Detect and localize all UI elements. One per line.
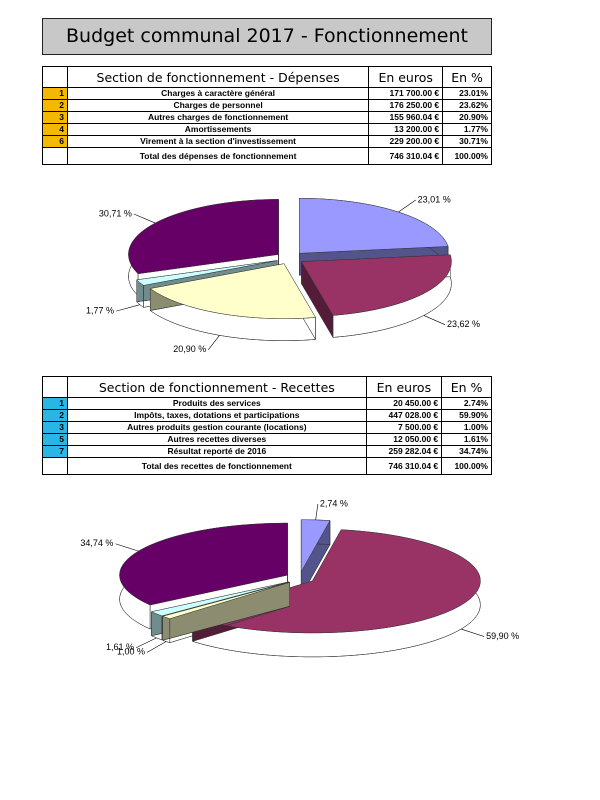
leader-line	[146, 641, 167, 653]
expenses-table: Section de fonctionnement - Dépenses En e…	[42, 66, 492, 165]
total-cell: 100.00%	[441, 457, 492, 475]
data-label: 1,00 %	[117, 647, 145, 657]
table-cell: 3	[42, 421, 68, 434]
total-cell: Total des dépenses de fonctionnement	[66, 147, 370, 165]
table-cell: 3	[42, 111, 68, 124]
leader-line	[315, 503, 319, 520]
header-row: Section de fonctionnement - Dépenses En e…	[42, 66, 492, 88]
total-cell: Total des recettes de fonctionnement	[67, 457, 367, 475]
data-label: 34,74 %	[80, 538, 113, 548]
header-cell: En %	[442, 66, 492, 88]
leader-line	[115, 543, 139, 552]
leader-line	[133, 213, 156, 224]
leader-line	[115, 304, 140, 312]
header-cell: En %	[441, 376, 492, 398]
table-cell	[42, 457, 68, 475]
total-row: Total des dépenses de fonctionnement 746 …	[42, 147, 492, 165]
table-row: 3 Autres charges de fonctionnement 155 960…	[42, 111, 492, 124]
leader-line	[423, 315, 446, 325]
table-cell: 6	[42, 135, 68, 148]
slice	[161, 582, 290, 619]
total-cell: 100.00%	[442, 147, 492, 165]
leader-line	[135, 637, 157, 648]
total-cell: 746 310.04 €	[368, 147, 444, 165]
header-cell: Section de fonctionnement - Recettes	[67, 376, 367, 398]
total-row: Total des recettes de fonctionnement 746 …	[42, 457, 492, 475]
slice-side	[161, 581, 290, 644]
table-row: 7 Résultat reporté de 2016 259 282.04 €34.…	[42, 445, 492, 458]
slice	[149, 263, 316, 319]
slice	[299, 198, 449, 254]
leader-line	[461, 628, 485, 637]
slice	[300, 254, 452, 316]
leader-line	[398, 199, 416, 213]
data-label: 59,90 %	[486, 631, 519, 641]
data-label: 23,62 %	[447, 319, 480, 329]
data-label: 23,01 %	[418, 194, 451, 204]
data-label: 30,71 %	[99, 208, 132, 218]
slice	[136, 260, 278, 286]
slice	[128, 199, 279, 274]
table-cell: 2	[42, 99, 68, 112]
table-cell: 59.90%	[441, 409, 492, 422]
slice	[150, 581, 290, 617]
leader-line	[208, 335, 220, 350]
page-title: Budget communal 2017 - Fonctionnement	[42, 18, 492, 55]
table-cell: 1	[42, 397, 68, 410]
data-label: 2,74 %	[320, 498, 348, 508]
table-cell: 1	[42, 87, 68, 100]
data-label: 20,90 %	[173, 344, 206, 354]
header-cell: En euros	[368, 66, 444, 88]
data-label: 1,61 %	[106, 642, 134, 652]
revenues-table: Section de fonctionnement - Recettes En e…	[42, 376, 492, 475]
data-label: 1,77 %	[86, 305, 114, 315]
table-row: 2 Impôts, taxes, dotations et participati…	[42, 409, 492, 422]
table-row: 3 Autres produits gestion courante (locat…	[42, 421, 492, 434]
table-cell: 2	[42, 409, 68, 422]
